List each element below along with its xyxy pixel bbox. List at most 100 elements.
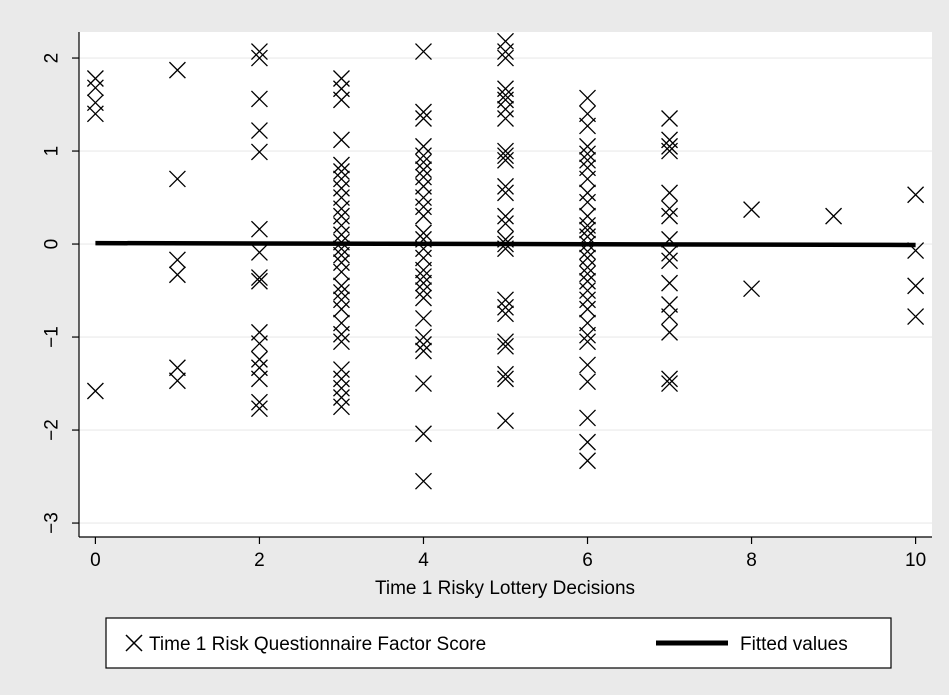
data-point-x-marker xyxy=(497,370,514,388)
data-point-x-marker xyxy=(333,361,350,379)
data-point-x-marker xyxy=(333,254,350,272)
y-tick-label: 0 xyxy=(42,239,63,250)
data-point-x-marker xyxy=(415,189,432,207)
data-point-x-marker xyxy=(497,43,514,60)
data-point-x-marker xyxy=(333,207,350,225)
data-point-x-marker xyxy=(497,337,514,355)
data-point-x-marker xyxy=(579,170,596,188)
data-point-x-marker xyxy=(497,151,514,169)
data-point-x-marker xyxy=(333,291,350,309)
data-point-x-marker xyxy=(250,49,268,67)
x-tick-label: 10 xyxy=(905,550,926,571)
data-point-x-marker xyxy=(250,400,268,418)
data-point-x-marker xyxy=(333,246,350,264)
data-points xyxy=(86,32,925,490)
data-point-x-marker xyxy=(579,193,596,211)
data-point-x-marker xyxy=(579,356,596,374)
data-point-x-marker xyxy=(415,207,432,225)
y-tick-label: −1 xyxy=(42,326,63,348)
data-point-x-marker xyxy=(333,179,350,197)
data-point-x-marker xyxy=(661,375,678,393)
data-point-x-marker xyxy=(497,298,514,316)
data-point-x-marker xyxy=(415,110,432,127)
data-point-x-marker xyxy=(415,425,432,443)
data-point-x-marker xyxy=(497,412,514,430)
data-point-x-marker xyxy=(579,137,596,155)
data-point-x-marker xyxy=(168,61,186,79)
data-point-x-marker xyxy=(415,328,432,346)
data-point-x-marker xyxy=(743,280,761,298)
x-axis-title: Time 1 Risky Lottery Decisions xyxy=(375,578,635,599)
data-point-x-marker xyxy=(907,277,925,295)
data-point-x-marker xyxy=(333,277,350,295)
data-point-x-marker xyxy=(415,268,432,286)
data-point-x-marker xyxy=(661,296,678,313)
legend: Time 1 Risk Questionnaire Factor Score F… xyxy=(105,617,892,669)
data-point-x-marker xyxy=(579,184,596,202)
data-point-x-marker xyxy=(415,43,432,60)
legend-box xyxy=(105,617,892,669)
data-point-x-marker xyxy=(415,153,432,171)
data-point-x-marker xyxy=(579,433,596,451)
y-tick-label: 2 xyxy=(42,53,63,64)
data-point-x-marker xyxy=(579,272,596,290)
data-point-x-marker xyxy=(497,305,514,323)
data-point-x-marker xyxy=(415,472,432,490)
data-point-x-marker xyxy=(250,269,268,286)
x-tick-label: 8 xyxy=(746,550,757,571)
data-point-x-marker xyxy=(250,272,268,290)
data-point-x-marker xyxy=(86,105,104,123)
data-point-x-marker xyxy=(333,263,350,281)
fitted-line-layer xyxy=(95,240,916,248)
data-point-x-marker xyxy=(661,244,678,262)
data-point-x-marker xyxy=(579,291,596,309)
data-point-x-marker xyxy=(333,156,350,174)
data-point-x-marker xyxy=(333,163,350,180)
data-point-x-marker xyxy=(250,43,268,60)
data-point-x-marker xyxy=(497,49,514,67)
x-tick-label: 4 xyxy=(418,550,429,571)
data-point-x-marker xyxy=(333,398,350,416)
data-point-x-marker xyxy=(579,228,596,246)
data-point-x-marker xyxy=(579,105,596,123)
data-point-x-marker xyxy=(661,200,678,218)
data-point-x-marker xyxy=(333,333,350,351)
axes: −3 −2 −1 0 1 2 0 2 4 6 8 10 xyxy=(42,32,932,571)
data-point-x-marker xyxy=(661,308,678,326)
data-point-x-marker xyxy=(250,335,268,353)
data-point-x-marker xyxy=(333,170,350,188)
data-point-x-marker xyxy=(661,184,678,202)
legend-x-marker-icon xyxy=(125,634,143,652)
data-point-x-marker xyxy=(497,100,514,118)
data-point-x-marker xyxy=(579,300,596,318)
data-point-x-marker xyxy=(907,308,925,326)
data-point-x-marker xyxy=(497,365,514,383)
fitted-values-line xyxy=(95,240,916,248)
data-point-x-marker xyxy=(579,207,596,225)
data-point-x-marker xyxy=(168,372,186,390)
data-point-x-marker xyxy=(415,161,432,179)
data-point-x-marker xyxy=(579,282,596,300)
data-point-x-marker xyxy=(579,373,596,391)
data-point-x-marker xyxy=(497,147,514,165)
data-point-x-marker xyxy=(333,200,350,218)
data-point-x-marker xyxy=(250,350,268,368)
data-point-x-marker xyxy=(415,137,432,155)
data-point-x-marker xyxy=(250,370,268,388)
data-point-x-marker xyxy=(579,145,596,163)
data-point-x-marker xyxy=(497,91,514,109)
data-point-x-marker xyxy=(661,110,678,127)
data-point-x-marker xyxy=(250,90,268,108)
data-point-x-marker xyxy=(497,215,514,233)
data-point-x-marker xyxy=(579,333,596,351)
data-point-x-marker xyxy=(579,151,596,169)
data-point-x-marker xyxy=(579,314,596,332)
data-point-x-marker xyxy=(661,207,678,225)
data-point-x-marker xyxy=(250,122,268,140)
data-point-x-marker xyxy=(250,393,268,411)
data-point-x-marker xyxy=(825,207,843,225)
data-point-x-marker xyxy=(415,261,432,279)
data-point-x-marker xyxy=(168,170,186,188)
data-point-x-marker xyxy=(415,309,432,327)
